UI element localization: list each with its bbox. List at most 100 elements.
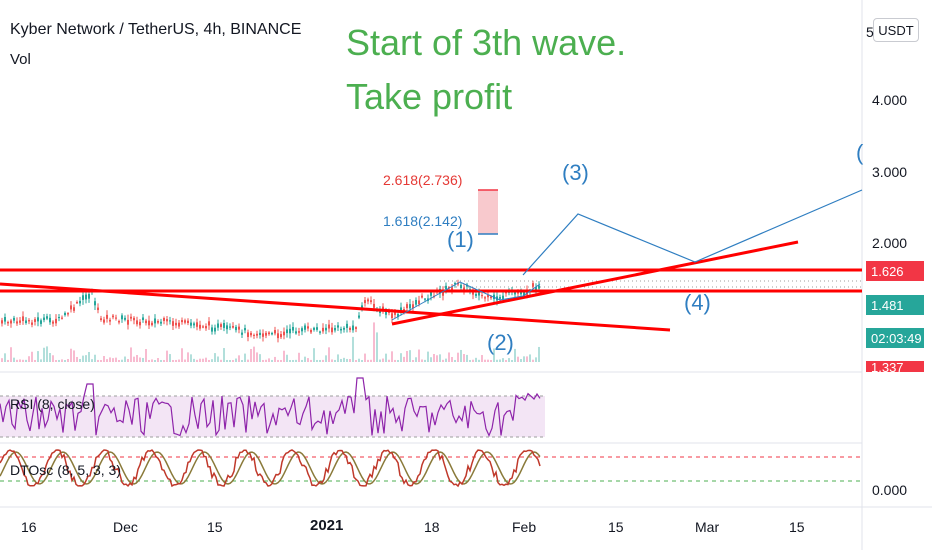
candle xyxy=(400,307,402,313)
volume-bar xyxy=(403,356,405,362)
volume-bar xyxy=(187,352,189,362)
volume-bar xyxy=(130,347,132,362)
candle xyxy=(4,317,6,322)
candle xyxy=(7,322,9,324)
volume-bar xyxy=(199,358,201,362)
price-tick: 3.000 xyxy=(872,164,908,180)
candle xyxy=(202,326,204,328)
volume-bar xyxy=(112,358,114,362)
candle xyxy=(505,291,507,294)
candle xyxy=(214,327,216,332)
volume-bar xyxy=(61,359,63,362)
candle xyxy=(370,300,372,303)
ascending-trendline xyxy=(391,240,799,326)
candle xyxy=(43,317,45,321)
volume-bar xyxy=(247,359,249,362)
volume-bar xyxy=(313,348,315,362)
volume-bar xyxy=(304,356,306,362)
volume-bar xyxy=(427,351,429,362)
candle xyxy=(169,320,171,322)
volume-bar xyxy=(517,356,519,362)
volume-bar xyxy=(136,355,138,362)
volume-bar xyxy=(37,351,39,362)
volume-bar xyxy=(22,359,24,362)
volume-bar xyxy=(529,354,531,362)
symbol-title[interactable]: Kyber Network / TetherUS, 4h, BINANCE xyxy=(10,21,302,38)
rsi-label[interactable]: RSI (8, close) xyxy=(10,396,95,412)
candle xyxy=(100,318,102,320)
volume-bar xyxy=(355,359,357,362)
volume-bar xyxy=(277,359,279,362)
volume-bar xyxy=(148,359,150,362)
volume-bar xyxy=(214,353,216,362)
volume-bar xyxy=(91,359,93,362)
candle xyxy=(106,314,108,319)
candle xyxy=(82,295,84,300)
candle xyxy=(184,320,186,323)
volume-bar xyxy=(370,359,372,362)
volume-bar xyxy=(367,359,369,362)
candle xyxy=(412,304,414,309)
dtosc-slow-line xyxy=(0,451,541,485)
wave-count-line xyxy=(391,281,541,321)
time-tick: Feb xyxy=(512,519,537,535)
volume-bar xyxy=(274,356,276,362)
candle xyxy=(403,309,405,311)
volume-bar xyxy=(301,359,303,362)
volume-bar xyxy=(397,359,399,362)
volume-bar xyxy=(70,348,72,362)
volume-label[interactable]: Vol xyxy=(10,51,31,68)
candle xyxy=(478,291,480,296)
volume-bar xyxy=(283,350,285,362)
candle xyxy=(319,331,321,333)
volume-bar xyxy=(385,353,387,362)
time-tick: 15 xyxy=(207,519,223,535)
fib-target-box xyxy=(478,190,498,234)
volume-bar xyxy=(10,347,12,362)
candle xyxy=(307,326,309,329)
volume-bar xyxy=(352,336,354,362)
volume-bar xyxy=(217,356,219,362)
candle xyxy=(205,326,207,329)
candle xyxy=(85,294,87,300)
volume-bar xyxy=(124,356,126,362)
candle xyxy=(334,328,336,331)
volume-bar xyxy=(127,359,129,362)
volume-bar xyxy=(505,359,507,362)
volume-bar xyxy=(265,359,267,362)
volume-bar xyxy=(64,360,66,362)
wave-projection-line xyxy=(522,189,863,276)
time-tick: Dec xyxy=(113,519,138,535)
candle xyxy=(112,315,114,318)
candle xyxy=(424,298,426,300)
candle xyxy=(199,324,201,329)
candle xyxy=(55,318,57,324)
candle xyxy=(139,321,141,326)
candle xyxy=(409,304,411,309)
candle xyxy=(481,295,483,297)
price-candles xyxy=(1,279,540,343)
volume-bar xyxy=(322,359,324,362)
volume-bar xyxy=(103,356,105,362)
candle xyxy=(337,325,339,328)
volume-bar xyxy=(208,359,210,362)
candle xyxy=(97,307,99,311)
volume-bar xyxy=(151,359,153,362)
volume-bar xyxy=(196,359,198,362)
volume-bar xyxy=(511,360,513,362)
volume-bar xyxy=(88,352,90,362)
volume-bar xyxy=(448,352,450,362)
candle xyxy=(475,294,477,296)
volume-bar xyxy=(100,359,102,362)
volume-bar xyxy=(172,359,174,362)
candle xyxy=(460,284,462,289)
time-tick: 18 xyxy=(424,519,440,535)
candle xyxy=(241,332,243,335)
candle xyxy=(79,300,81,304)
volume-bar xyxy=(31,351,33,362)
currency-button[interactable]: USDT xyxy=(873,18,919,42)
dtosc-label[interactable]: DTOsc (8, 5, 3, 3) xyxy=(10,462,121,478)
volume-bar xyxy=(211,359,213,362)
wave-label-3: (3) xyxy=(562,160,589,185)
